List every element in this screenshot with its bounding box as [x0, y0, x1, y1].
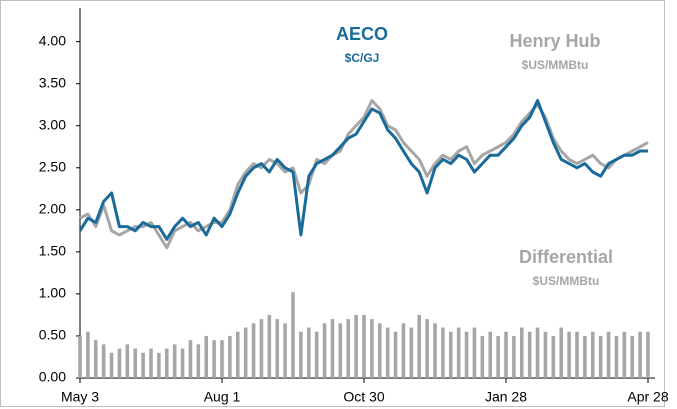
bar [401, 323, 406, 378]
bar [109, 352, 114, 378]
bar [235, 331, 240, 378]
frame [0, 0, 665, 407]
bar [504, 331, 508, 378]
y-tick-label: 1.00 [39, 285, 66, 301]
x-tick-label: Apr 28 [627, 389, 668, 405]
unit-label: $C/GJ [345, 51, 380, 65]
bar [512, 335, 516, 378]
bar [228, 335, 232, 378]
bar [638, 331, 642, 378]
bar [164, 348, 169, 378]
y-tick-label: 4.00 [39, 32, 66, 48]
bar [370, 319, 374, 378]
bar [543, 331, 548, 378]
y-tick-label: 1.50 [39, 243, 66, 259]
series-label: Differential [519, 247, 613, 267]
bar [575, 331, 579, 378]
x-tick-label: Jan 28 [485, 389, 527, 405]
bar [346, 319, 351, 378]
bar [125, 344, 130, 378]
bar [141, 352, 145, 378]
bar [630, 335, 635, 378]
bar [567, 331, 571, 378]
y-tick-label: 2.50 [39, 158, 66, 174]
bar [196, 344, 201, 378]
bar [559, 327, 564, 378]
bar [614, 335, 619, 378]
bar [354, 314, 358, 378]
bar [299, 331, 303, 378]
x-tick-label: May 3 [61, 389, 99, 405]
bar [157, 352, 161, 378]
bar [417, 314, 422, 378]
bar [322, 323, 327, 378]
bar [78, 335, 82, 378]
series-label: Henry Hub [509, 31, 600, 51]
bar [330, 319, 335, 378]
bar [93, 340, 98, 378]
bar [519, 327, 524, 378]
bar [259, 319, 264, 378]
bar [472, 327, 477, 378]
bar [314, 331, 319, 378]
bar [275, 319, 280, 378]
unit-label: $US/MMBtu [522, 58, 589, 72]
bar [480, 335, 485, 378]
bar [212, 340, 216, 378]
y-tick-label: 0.50 [39, 327, 66, 343]
bar [172, 344, 177, 378]
unit-label: $US/MMBtu [533, 274, 600, 288]
bar [441, 327, 445, 378]
bar [267, 314, 272, 378]
bar [101, 344, 106, 378]
bar [606, 331, 611, 378]
bar [496, 335, 500, 378]
bar [456, 327, 461, 378]
bar [433, 323, 437, 378]
bar [291, 292, 295, 378]
bar [590, 331, 595, 378]
bar [409, 327, 414, 378]
bar [117, 348, 122, 378]
bar [583, 335, 587, 378]
bar [180, 348, 185, 378]
bar [425, 319, 429, 378]
bar [251, 323, 256, 378]
y-tick-label: 2.00 [39, 201, 66, 217]
bar [188, 340, 193, 378]
bar [306, 327, 311, 378]
line-series [78, 99, 648, 241]
y-tick-label: 0.00 [39, 369, 66, 385]
bar [464, 331, 469, 378]
bar [385, 327, 390, 378]
bar [86, 331, 90, 378]
bar [283, 323, 287, 378]
bar [393, 331, 398, 378]
series-label: AECO [336, 24, 388, 44]
y-tick-label: 3.50 [39, 74, 66, 90]
x-tick-label: Oct 30 [343, 389, 384, 405]
bar [551, 335, 556, 378]
bar [149, 348, 153, 378]
bar [646, 331, 650, 378]
bar [448, 331, 453, 378]
bar [622, 331, 627, 378]
bar [488, 331, 493, 378]
bar [204, 335, 209, 378]
bar [133, 348, 138, 378]
bar [535, 327, 540, 378]
bar [362, 314, 366, 378]
bar [243, 327, 248, 378]
bar [377, 323, 382, 378]
bar [527, 331, 532, 378]
bar [338, 323, 343, 378]
bar [598, 335, 603, 378]
bar [220, 340, 224, 378]
y-tick-label: 3.00 [39, 116, 66, 132]
x-tick-label: Aug 1 [204, 389, 241, 405]
